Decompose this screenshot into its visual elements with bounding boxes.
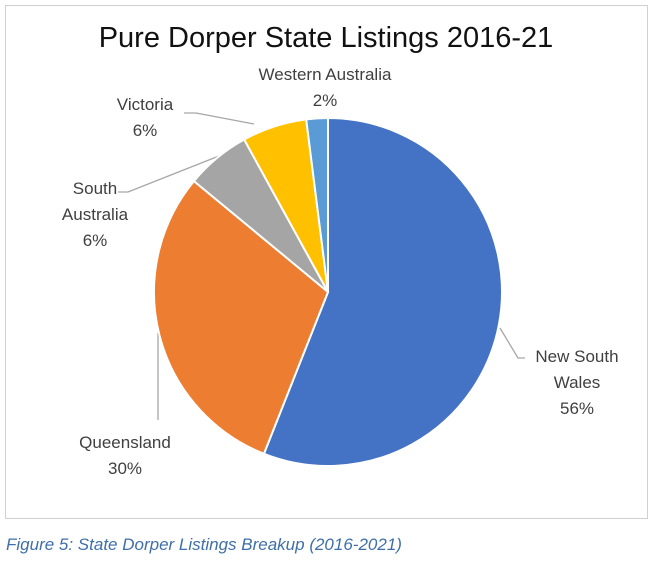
label-name: Western Australia <box>258 65 392 84</box>
pie-slice <box>262 116 503 467</box>
leader-line <box>499 327 525 359</box>
label-value: 2% <box>312 91 338 110</box>
label-value: 6% <box>82 231 108 250</box>
data-label: Victoria 6% <box>85 92 205 144</box>
caption: Figure 5: State Dorper Listings Breakup … <box>6 535 402 554</box>
data-label: New South Wales 56% <box>522 344 632 422</box>
leader-line <box>118 153 225 193</box>
data-label: Queensland 30% <box>55 430 195 482</box>
label-name: South Australia <box>61 179 129 224</box>
data-label: South Australia 6% <box>50 176 140 254</box>
label-name: Queensland <box>79 433 171 452</box>
data-label: Western Australia 2% <box>215 62 435 114</box>
label-name: New South Wales <box>535 347 619 392</box>
label-value: 6% <box>132 121 158 140</box>
chart-frame <box>5 5 648 519</box>
label-name: Victoria <box>116 95 174 114</box>
pie-slice <box>153 179 330 456</box>
label-value: 56% <box>559 399 595 418</box>
chart-title: Pure Dorper State Listings 2016-21 <box>98 22 554 54</box>
pie-slice <box>305 116 329 293</box>
label-value: 30% <box>107 459 143 478</box>
leader-line <box>184 112 255 125</box>
